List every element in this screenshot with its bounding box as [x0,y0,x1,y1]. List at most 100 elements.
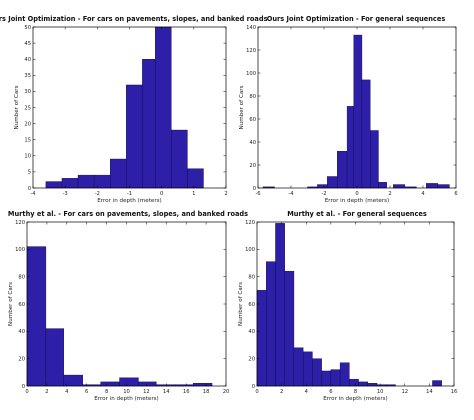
y-tick-label: 20 [248,356,255,362]
x-tick-label: 12 [143,389,150,395]
x-tick-label: -3 [63,191,68,197]
histogram-bar [171,129,188,189]
histogram-panel-2: Ours Joint Optimization - For general se… [239,15,458,204]
y-tick-label: 15 [24,138,31,144]
histogram-bar [45,328,65,387]
y-tick-label: 40 [248,329,255,335]
y-tick-label: 100 [246,71,256,77]
y-tick-label: 80 [18,274,25,280]
y-tick-label: 20 [249,163,256,169]
y-tick-label: 80 [248,274,255,280]
histogram-bar [432,380,442,387]
y-tick-label: 60 [18,302,25,308]
histogram-bar [61,178,79,189]
x-tick-label: 0 [160,191,163,197]
x-tick-label: 1 [192,191,195,197]
y-axis-label: Number of Cars [238,282,244,326]
histogram-bar [317,184,328,189]
x-axis-label: Error in depth (meters) [94,396,158,402]
x-tick-label: 2 [388,191,391,197]
y-tick-label: 40 [249,140,256,146]
histogram-bar [330,369,341,387]
histogram-bar [155,26,172,189]
y-tick-label: 80 [249,94,256,100]
histogram-bar [437,184,450,189]
y-tick-label: 0 [28,186,31,192]
chart-title: Murthy et al. - For cars on pavements, s… [8,210,248,218]
histogram-bar [321,370,332,387]
x-tick-label: -6 [255,191,260,197]
histogram-bar [361,79,371,189]
y-axis-label: Number of Cars [14,85,20,129]
y-axis-label: Number of Cars [8,282,14,326]
y-tick-label: 140 [246,25,256,31]
x-tick-label: 2 [280,389,283,395]
x-tick-label: 10 [377,389,384,395]
y-tick-label: 5 [28,170,31,176]
x-tick-label: 0 [25,389,28,395]
histogram-bar [119,377,139,387]
histogram-bar [353,34,363,189]
y-tick-label: 60 [248,302,255,308]
x-tick-label: 16 [183,389,190,395]
x-tick-label: 10 [123,389,130,395]
y-tick-label: 120 [15,220,25,226]
histogram-bar [312,358,322,387]
histogram-panel-3: Murthy et al. - For cars on pavements, s… [8,210,248,402]
x-tick-label: 2 [45,389,48,395]
histogram-bar [293,347,304,387]
y-tick-label: 40 [18,329,25,335]
x-tick-label: -2 [95,191,100,197]
histogram-bar [109,158,127,189]
y-tick-label: 120 [245,220,255,226]
y-tick-label: 120 [246,48,256,54]
y-axis-label: Number of Cars [239,85,245,129]
y-tick-label: 100 [245,247,255,253]
histogram-bar [327,176,338,189]
histogram-bar [93,174,111,189]
histogram-bar [45,181,63,189]
x-axis-label: Error in depth (meters) [323,396,387,402]
x-tick-label: 0 [355,191,358,197]
histogram-bar [426,183,439,189]
chart-title: Ours Joint Optimization - For general se… [267,15,446,23]
x-tick-label: -1 [127,191,132,197]
y-tick-label: 0 [253,186,256,192]
histogram-bar [26,246,47,387]
histogram-bar [266,261,276,387]
y-tick-label: 60 [249,117,256,123]
x-tick-label: 14 [426,389,433,395]
histogram-bar [302,351,313,387]
histogram-bar [192,383,213,387]
x-axis-label: Error in depth (meters) [97,198,161,204]
chart-title: Ours Joint Optimization - For cars on pa… [0,15,268,23]
y-tick-label: 10 [24,154,31,160]
x-tick-label: 6 [329,389,332,395]
histogram-bar [100,381,120,387]
histogram-bar [275,223,285,387]
x-tick-label: 20 [223,389,230,395]
histogram-bar [187,168,204,189]
y-tick-label: 25 [24,105,31,111]
chart-title: Murthy et al. - For general sequences [287,210,427,218]
y-tick-label: 35 [24,73,31,79]
x-tick-label: 8 [354,389,357,395]
y-tick-label: 100 [15,247,25,253]
histogram-bar [77,174,95,189]
x-tick-label: 16 [451,389,458,395]
x-tick-label: 4 [421,191,425,197]
x-tick-label: 6 [454,191,457,197]
x-tick-label: 0 [255,389,258,395]
x-tick-label: 6 [85,389,88,395]
histogram-bar [256,290,267,387]
x-tick-label: -2 [321,191,326,197]
x-tick-label: 8 [105,389,108,395]
x-tick-label: -4 [30,191,36,197]
histogram-bar [349,378,359,387]
y-tick-label: 20 [24,121,31,127]
x-tick-label: 4 [305,389,309,395]
histogram-bar [378,182,387,189]
y-tick-label: 30 [24,89,31,95]
